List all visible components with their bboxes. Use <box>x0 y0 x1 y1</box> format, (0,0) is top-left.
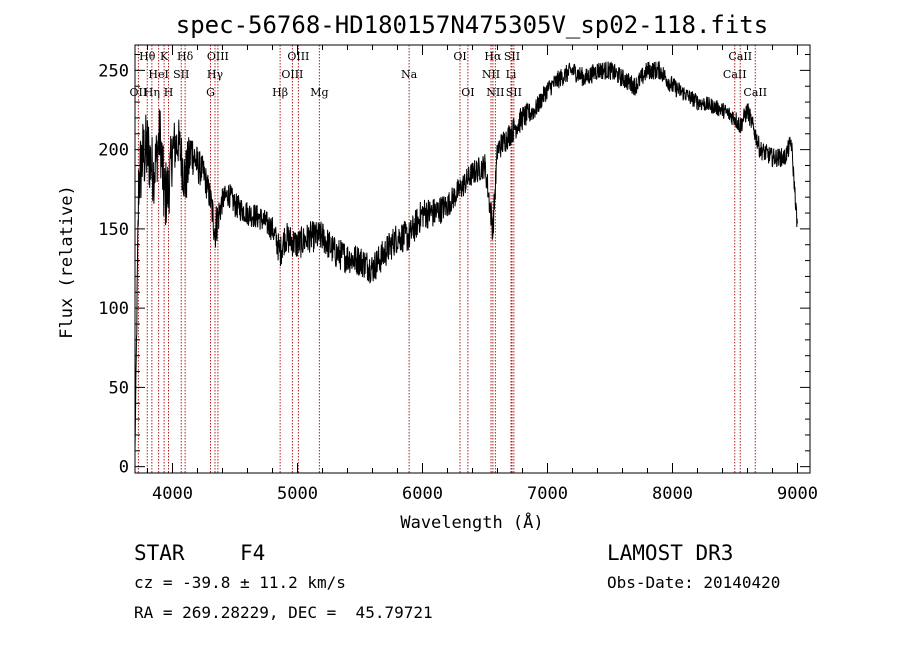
spectral-line-label: G <box>206 86 215 99</box>
spectral-line-label: SII <box>504 50 520 63</box>
spectral-line-label: Li <box>506 68 517 81</box>
y-tick-label: 50 <box>109 378 129 398</box>
redshift-cz: cz = -39.8 ± 11.2 km/s <box>134 573 346 592</box>
y-axis-label: Flux (relative) <box>57 185 77 339</box>
spectral-line-label: CaII <box>723 68 747 81</box>
y-tick-label: 200 <box>98 141 129 161</box>
spectral-line-label: OI <box>453 50 466 63</box>
spectral-line-label: Hη <box>144 86 160 99</box>
y-tick-label: 100 <box>98 299 129 319</box>
x-tick-label: 9000 <box>777 484 818 504</box>
x-axis-label: Wavelength (Å) <box>400 511 543 533</box>
spectral-line-label: CaII <box>743 86 767 99</box>
spectral-line-label: CaII <box>728 50 752 63</box>
spectral-line-label: HeI <box>148 68 168 81</box>
y-tick-label: 150 <box>98 220 129 240</box>
survey-release: LAMOST DR3 <box>607 541 734 565</box>
spectral-line-label: H <box>164 86 174 99</box>
spectral-line-label: NII <box>482 68 500 81</box>
spectral-line-label: K <box>160 50 169 63</box>
spectral-line-label: NII <box>486 86 504 99</box>
spectral-line-label: OIII <box>287 50 309 63</box>
x-tick-label: 5000 <box>277 484 318 504</box>
x-tick-label: 7000 <box>527 484 568 504</box>
x-tick-label: 4000 <box>152 484 193 504</box>
spectral-line-label: Na <box>401 68 418 81</box>
spectral-line-label: SII <box>173 68 189 81</box>
y-tick-label: 250 <box>98 61 129 81</box>
observation-date: Obs-Date: 20140420 <box>607 573 781 592</box>
chart-title: spec-56768-HD180157N475305V_sp02-118.fit… <box>176 11 768 39</box>
spectral-line-label: Hθ <box>139 50 156 63</box>
spectral-line-label: Hβ <box>272 86 288 99</box>
ra-dec-coordinates: RA = 269.28229, DEC = 45.79721 <box>134 603 433 622</box>
x-tick-label: 6000 <box>402 484 443 504</box>
spectral-line-label: Hα <box>484 50 502 63</box>
spectrum-trace <box>134 61 798 451</box>
x-tick-label: 8000 <box>652 484 693 504</box>
spectral-line-label: Hγ <box>207 68 224 81</box>
spectral-line-label: Mg <box>310 86 328 99</box>
object-subclass: F4 <box>240 541 266 565</box>
spectral-line-label: OIII <box>281 68 303 81</box>
object-class: STAR <box>134 541 185 565</box>
spectral-line-label: OI <box>461 86 474 99</box>
spectral-line-label: Hδ <box>177 50 194 63</box>
spectral-line-label: OIII <box>207 50 229 63</box>
spectral-line-label: SII <box>506 86 522 99</box>
spectral-line-label: OII <box>130 86 148 99</box>
y-tick-label: 0 <box>119 458 129 478</box>
